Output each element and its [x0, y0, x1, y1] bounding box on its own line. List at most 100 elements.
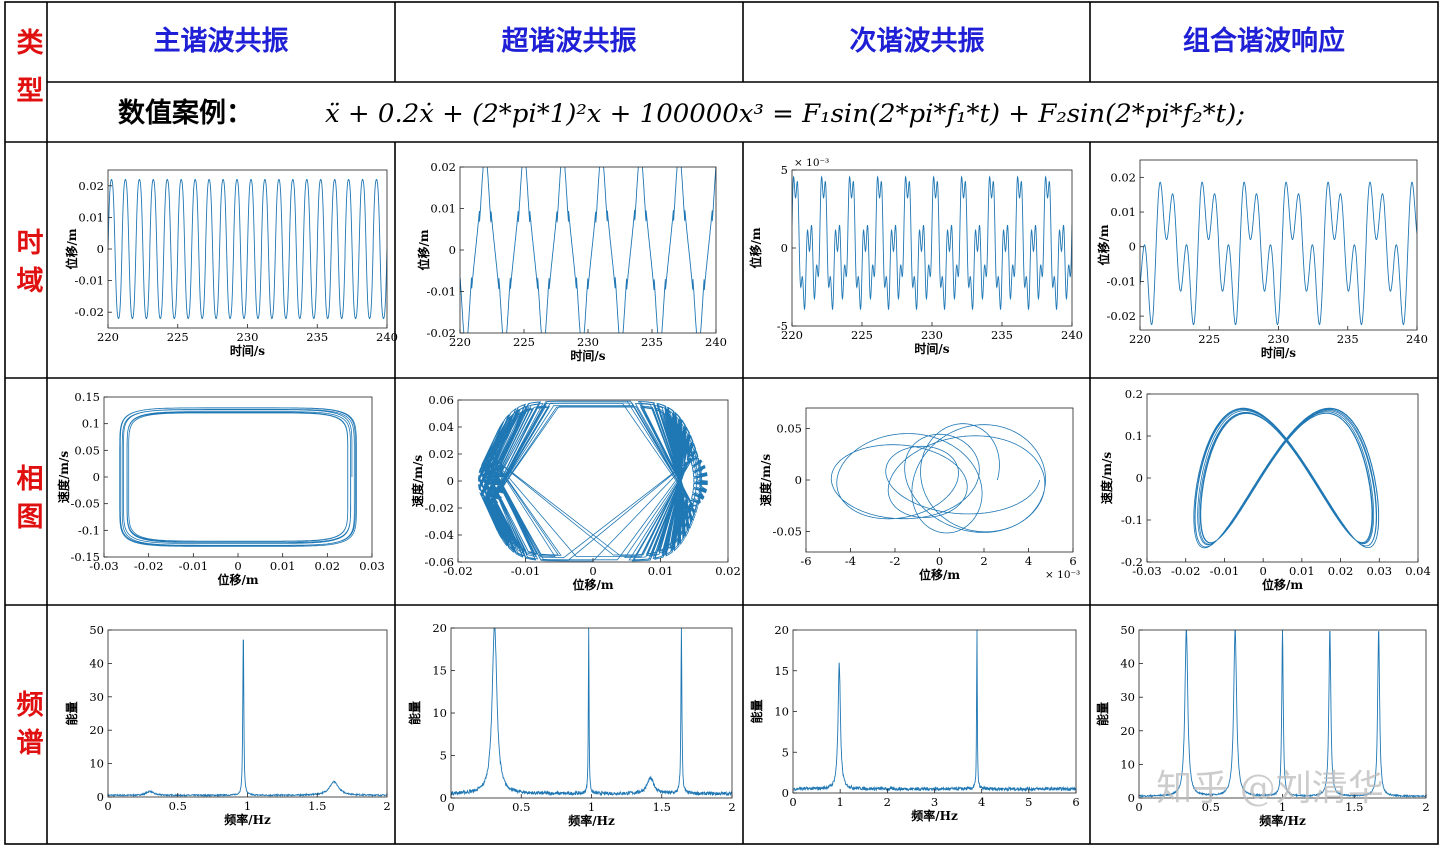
- x-tick-label: 225: [1198, 332, 1220, 346]
- x-tick-label: 2: [980, 554, 987, 568]
- chart-t4: 220 225 230 235 240 -0.02 -0.01 0 0.01 0.02 时间/s 位移…: [1096, 159, 1428, 360]
- y-tick-label: -0.01: [427, 285, 457, 299]
- y-tick-label: 0.06: [428, 393, 454, 407]
- x-tick-label: 0.01: [1289, 564, 1315, 578]
- chart-p3: -6 -4 -2 0 2 4 6 -0.05 0 0.05 位移/m 速度/m/s × 10⁻³: [758, 407, 1080, 582]
- y-tick-label: 0.05: [74, 443, 100, 457]
- x-tick-label: -0.02: [443, 564, 473, 578]
- x-tick-label: -0.03: [1132, 564, 1162, 578]
- y-axis-label: 速度/m/s: [758, 454, 773, 506]
- x-tick-label: 4: [978, 795, 985, 809]
- y-tick-label: 0: [97, 790, 104, 804]
- x-tick-label: -0.02: [1171, 564, 1201, 578]
- x-tick-label: 0.02: [1328, 564, 1354, 578]
- axes-frame: [805, 407, 1074, 553]
- row-label-time: 时 域: [17, 228, 44, 297]
- axes-frame: [791, 169, 1073, 327]
- x-tick-label: 1.5: [653, 800, 671, 814]
- y-tick-label: 0: [795, 473, 802, 487]
- y-tick-label: 0.1: [1125, 429, 1143, 443]
- axes-frame: [103, 396, 373, 558]
- y-tick-label: 30: [89, 690, 104, 704]
- y-axis-label: 能量: [64, 701, 79, 725]
- y-tick-label: 0.2: [1125, 387, 1143, 401]
- axis-exponent: × 10⁻³: [1045, 569, 1080, 581]
- x-axis-label: 频率/Hz: [911, 808, 958, 823]
- svg-text:型: 型: [17, 76, 44, 107]
- x-tick-label: -2: [889, 554, 900, 568]
- svg-text:类: 类: [17, 28, 44, 59]
- chart-p2: -0.02 -0.01 0 0.01 0.02 -0.06 -0.04 -0.02 0 0.02 0…: [410, 393, 741, 592]
- y-tick-label: 10: [89, 757, 104, 771]
- y-tick-label: 40: [1120, 657, 1135, 671]
- y-tick-label: 30: [1120, 690, 1135, 704]
- y-tick-label: 15: [774, 664, 789, 678]
- y-tick-label: -0.04: [425, 528, 455, 542]
- y-tick-label: 5: [781, 163, 788, 177]
- example-label: 数值案例：: [118, 97, 253, 129]
- x-tick-label: -6: [800, 554, 811, 568]
- x-axis-label: 位移/m: [217, 572, 258, 587]
- y-tick-label: -5: [777, 319, 788, 333]
- y-tick-label: 0.02: [78, 179, 104, 193]
- x-tick-label: -0.01: [179, 559, 209, 573]
- x-tick-label: 5: [1025, 795, 1032, 809]
- y-axis-label: 速度/m/s: [1099, 452, 1114, 504]
- series-line-s3: [793, 630, 1076, 793]
- x-tick-label: 1: [244, 799, 251, 813]
- y-tick-label: 50: [89, 623, 104, 637]
- x-tick-label: 220: [449, 335, 471, 349]
- y-tick-label: 0.01: [78, 210, 104, 224]
- y-tick-label: 0: [1136, 471, 1143, 485]
- axes-frame: [792, 629, 1077, 794]
- chart-p4: -0.03 -0.02 -0.01 0 0.01 0.02 0.03 0.04 -0.2 -0.1…: [1099, 387, 1431, 592]
- x-tick-label: 0: [1259, 564, 1266, 578]
- x-tick-label: -4: [845, 554, 856, 568]
- series-line-t2: [460, 167, 716, 333]
- row-label-phase: 相 图: [17, 464, 44, 533]
- table-grid: [4, 1, 1439, 845]
- chart-p1: -0.03 -0.02 -0.01 0 0.01 0.02 0.03 -0.15 -0.1 -0.…: [56, 390, 385, 587]
- y-tick-label: -0.1: [1121, 513, 1143, 527]
- y-tick-label: 20: [89, 723, 104, 737]
- y-tick-label: -0.02: [1107, 309, 1137, 323]
- y-tick-label: 10: [432, 706, 447, 720]
- x-tick-label: 230: [921, 328, 943, 342]
- x-tick-label: 0: [1135, 800, 1142, 814]
- y-tick-label: 0: [447, 474, 454, 488]
- x-tick-label: 6: [1072, 795, 1079, 809]
- y-tick-label: 5: [782, 745, 789, 759]
- y-tick-label: 0: [782, 786, 789, 800]
- axes-frame: [459, 166, 717, 334]
- axes-frame: [107, 629, 388, 798]
- x-tick-label: 0: [936, 554, 943, 568]
- x-tick-label: 0.01: [270, 559, 296, 573]
- y-tick-label: -0.02: [75, 305, 105, 319]
- y-tick-label: 40: [89, 656, 104, 670]
- chart-t3: 220 225 230 235 240 -5 0 5 时间/s 位移/m × 10⁻³: [748, 157, 1083, 356]
- y-tick-label: 0: [781, 241, 788, 255]
- column-header-primary: 主谐波共振: [154, 26, 289, 57]
- y-tick-label: 10: [774, 705, 789, 719]
- svg-text:域: 域: [17, 266, 44, 297]
- x-tick-label: 220: [97, 330, 119, 344]
- x-tick-label: 0: [234, 559, 241, 573]
- series-line-p3: [830, 423, 1046, 534]
- x-tick-label: 1.5: [1345, 800, 1363, 814]
- x-tick-label: 0.01: [648, 564, 674, 578]
- x-tick-label: 6: [1069, 554, 1076, 568]
- x-tick-label: 0.5: [1202, 800, 1220, 814]
- y-tick-label: -0.02: [425, 501, 455, 515]
- svg-text:时: 时: [17, 228, 44, 259]
- x-tick-label: 0: [589, 564, 596, 578]
- row-label-type: 类 型: [17, 28, 44, 107]
- chart-t1: 220 225 230 235 240 -0.02 -0.01 0 0.01 0.02 时间/s 位移…: [64, 169, 398, 358]
- axes-frame: [1139, 159, 1418, 331]
- x-tick-label: 220: [781, 328, 803, 342]
- x-tick-label: 0: [789, 795, 796, 809]
- x-tick-label: 230: [577, 335, 599, 349]
- series-line-s2: [451, 628, 732, 797]
